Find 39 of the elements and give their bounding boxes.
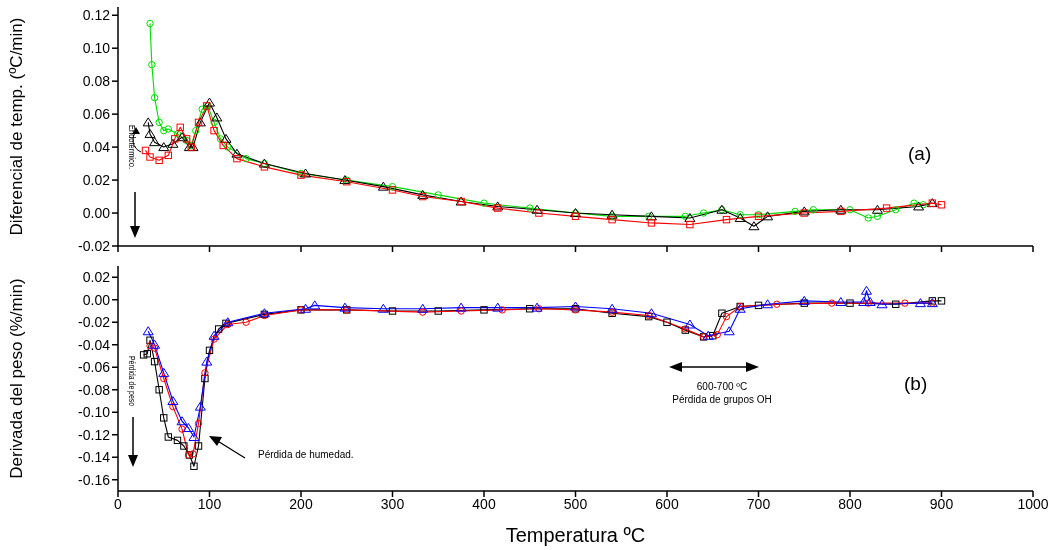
y-tick-label: -0.02: [78, 237, 111, 254]
y-tick-label: 0.10: [82, 40, 111, 57]
x-tick-label: 500: [563, 495, 588, 512]
annotation: 600-700 ºC: [696, 381, 748, 392]
y-tick-label: 0.00: [82, 205, 111, 221]
annotation: (a): [908, 143, 932, 164]
x-axis-title: Temperatura ºC: [505, 524, 646, 546]
y-axis-title: Diferencial de temp. (ºC/min): [7, 17, 26, 236]
x-tick-label: 400: [472, 495, 496, 512]
y-tick-label: 0.04: [82, 139, 111, 156]
x-tick-label: 1000: [1017, 495, 1049, 512]
annotation: Pérdida de humedad.: [258, 449, 354, 460]
annotation: Endotérmico.: [127, 125, 137, 179]
x-tick-label: 600: [655, 495, 679, 512]
x-tick-label: 700: [746, 495, 771, 512]
y-tick-label: 0.12: [82, 7, 111, 24]
y-tick-label: 0.06: [82, 106, 111, 123]
y-tick-label: 0.00: [82, 291, 111, 308]
x-tick-label: 900: [929, 495, 954, 512]
y-tick-label: -0.12: [78, 426, 111, 443]
y-tick-label: -0.08: [78, 381, 111, 398]
y-tick-label: 0.02: [82, 269, 111, 286]
annotation: (b): [904, 373, 928, 394]
x-tick-label: 300: [380, 495, 405, 512]
x-tick-label: 0: [114, 495, 123, 512]
x-tick-label: 800: [838, 495, 862, 512]
y-axis-title: Derivada del peso (%/min): [7, 278, 26, 479]
y-tick-label: -0.10: [78, 404, 111, 421]
y-tick-label: -0.14: [78, 449, 111, 466]
y-tick-label: -0.16: [78, 471, 111, 488]
x-tick-label: 200: [289, 495, 313, 512]
y-tick-label: 0.02: [82, 172, 111, 189]
y-tick-label: 0.08: [82, 73, 111, 90]
y-tick-label: -0.04: [78, 336, 111, 353]
y-tick-label: -0.02: [78, 314, 111, 331]
x-tick-label: 100: [197, 495, 222, 512]
annotation: Pérdida de grupos OH: [672, 394, 772, 405]
y-tick-label: -0.06: [78, 359, 111, 376]
annotation: Pérdida de peso: [127, 356, 137, 422]
